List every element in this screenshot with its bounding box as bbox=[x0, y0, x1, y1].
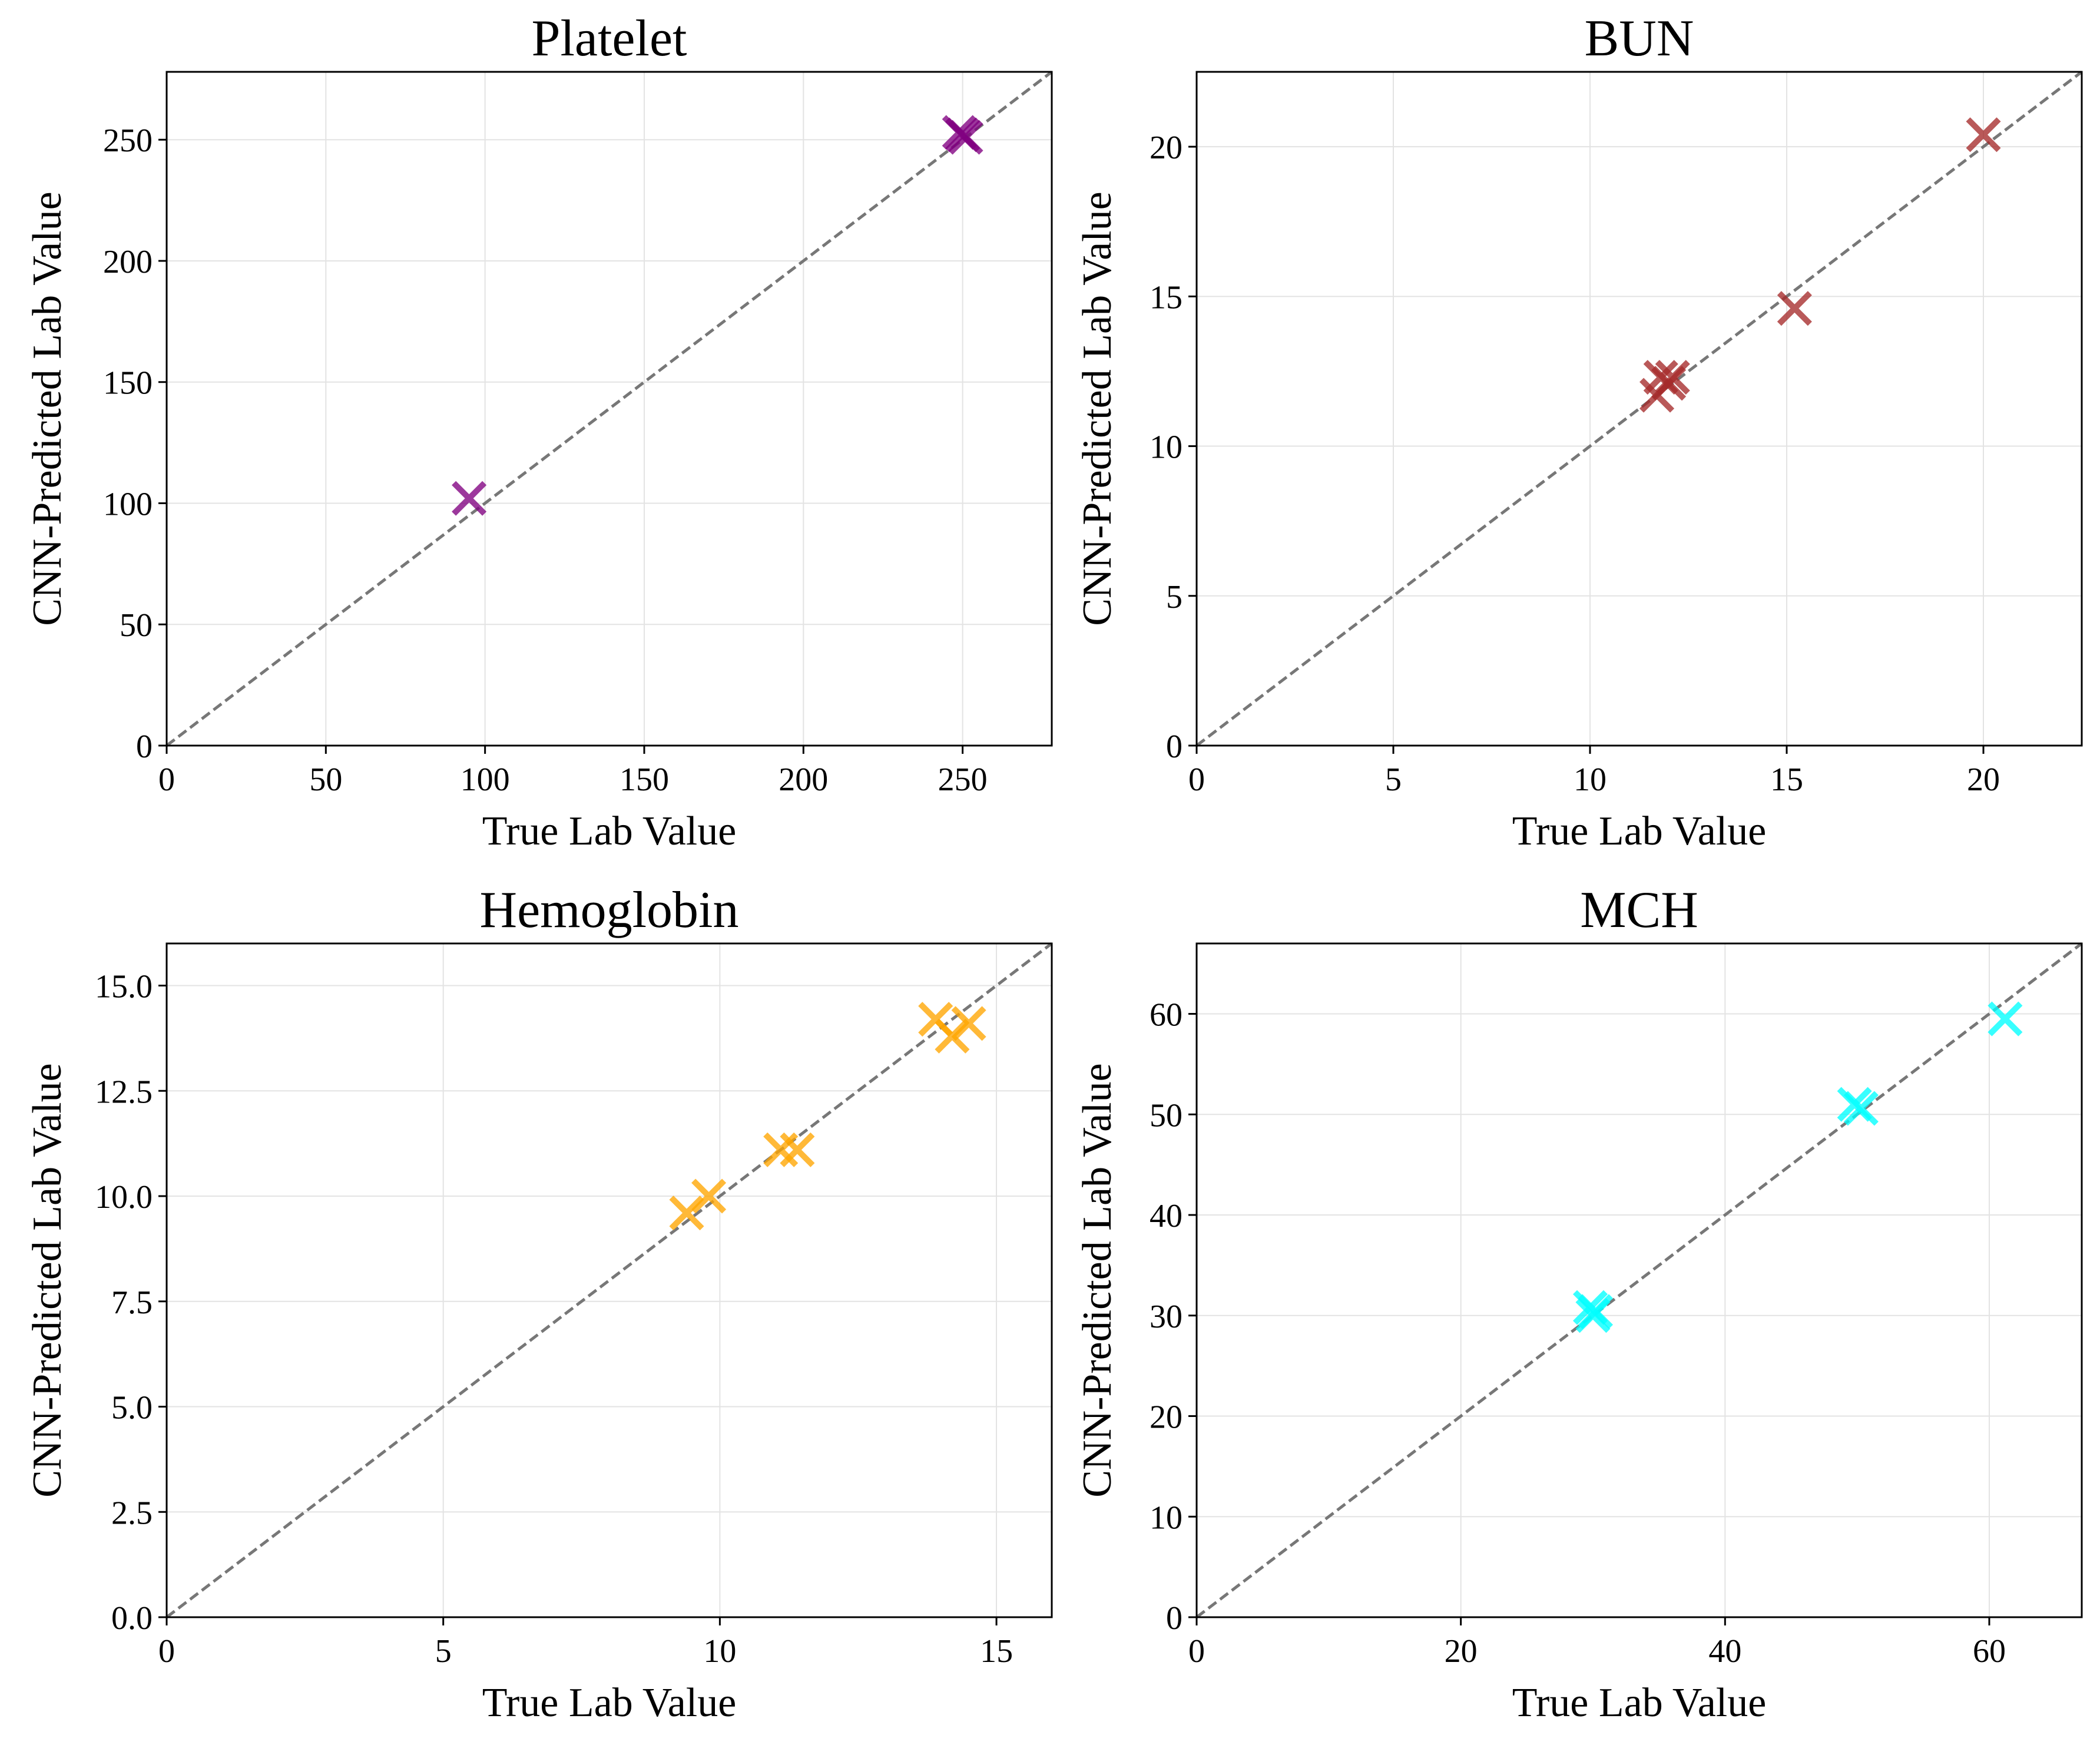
data-point-marker bbox=[763, 1132, 799, 1167]
platelet-chart-title: Platelet bbox=[532, 10, 687, 67]
axes-frame bbox=[1195, 942, 2083, 1618]
data-point-marker bbox=[691, 1178, 727, 1214]
y-tick-label: 15 bbox=[1150, 279, 1183, 316]
y-tick-label: 150 bbox=[103, 365, 153, 402]
y-tick-label: 0 bbox=[136, 729, 153, 765]
y-tick-label: 5.0 bbox=[111, 1390, 153, 1426]
x-axis-label: True Lab Value bbox=[1512, 1680, 1767, 1726]
x-axis-label: True Lab Value bbox=[482, 809, 737, 854]
data-point-marker bbox=[1655, 360, 1690, 395]
y-axis-label: CNN-Predicted Lab Value bbox=[1075, 191, 1120, 625]
x-tick-label: 5 bbox=[435, 1633, 452, 1670]
y-tick-label: 100 bbox=[103, 486, 153, 522]
y-tick-label: 10 bbox=[1150, 1499, 1183, 1536]
x-tick-label: 0 bbox=[1188, 761, 1205, 798]
y-tick-label: 7.5 bbox=[111, 1284, 153, 1321]
y-tick-label: 0 bbox=[1166, 1600, 1183, 1637]
identity-reference-line bbox=[1195, 71, 2083, 747]
y-tick-label: 10.0 bbox=[95, 1179, 153, 1216]
data-point-marker bbox=[1843, 1091, 1879, 1126]
mch-chart: 0 20 40 60 0 10 20 30 40 50 60 MCH True Lab Value CNN… bbox=[1075, 882, 2083, 1726]
x-axis-label: True Lab Value bbox=[1512, 809, 1767, 854]
x-tick-label: 250 bbox=[938, 761, 988, 798]
hemoglobin-chart-title: Hemoglobin bbox=[480, 882, 739, 939]
x-tick-label: 20 bbox=[1967, 761, 2000, 798]
y-tick-label: 10 bbox=[1150, 429, 1183, 466]
x-tick-label: 5 bbox=[1385, 761, 1402, 798]
data-point-marker bbox=[452, 481, 487, 516]
x-tick-label: 15 bbox=[980, 1633, 1013, 1670]
data-point-marker bbox=[945, 117, 981, 153]
identity-reference-line bbox=[165, 71, 1053, 747]
y-tick-label: 30 bbox=[1150, 1299, 1183, 1335]
x-tick-label: 0 bbox=[1188, 1633, 1205, 1670]
x-tick-label: 20 bbox=[1445, 1633, 1478, 1670]
axes-frame bbox=[165, 71, 1053, 747]
x-tick-label: 15 bbox=[1770, 761, 1803, 798]
y-tick-label: 0.0 bbox=[111, 1600, 153, 1637]
platelet-chart: 0 50 100 150 200 250 0 50 100 150 200 250 Platelet Tr… bbox=[25, 10, 1053, 854]
axes-frame bbox=[165, 942, 1053, 1618]
y-tick-label: 20 bbox=[1150, 1399, 1183, 1436]
mch-chart-title: MCH bbox=[1580, 882, 1698, 939]
identity-reference-line bbox=[1195, 942, 2083, 1618]
hemoglobin-chart: 0 5 10 15 0.0 2.5 5.0 7.5 10.0 12.5 15.0 Hemoglobin… bbox=[25, 882, 1053, 1726]
x-tick-label: 100 bbox=[461, 761, 510, 798]
x-tick-label: 200 bbox=[779, 761, 828, 798]
axes-frame bbox=[1195, 71, 2083, 747]
data-point-marker bbox=[1988, 1001, 2023, 1037]
y-tick-label: 200 bbox=[103, 244, 153, 280]
x-tick-label: 60 bbox=[1973, 1633, 2006, 1670]
x-tick-label: 10 bbox=[703, 1633, 736, 1670]
data-point-marker bbox=[1578, 1294, 1614, 1329]
data-point-marker bbox=[1966, 117, 2001, 153]
y-tick-label: 60 bbox=[1150, 997, 1183, 1034]
bun-chart: 0 5 10 15 20 0 5 10 15 20 BUN True Lab Value CNN-Pre… bbox=[1075, 10, 2083, 854]
y-tick-label: 0 bbox=[1166, 729, 1183, 765]
x-tick-label: 40 bbox=[1708, 1633, 1741, 1670]
y-axis-label: CNN-Predicted Lab Value bbox=[25, 191, 70, 625]
x-tick-label: 0 bbox=[158, 761, 175, 798]
y-tick-label: 20 bbox=[1150, 130, 1183, 166]
x-tick-label: 50 bbox=[309, 761, 342, 798]
y-tick-label: 5 bbox=[1166, 579, 1183, 615]
x-axis-label: True Lab Value bbox=[482, 1680, 737, 1726]
y-tick-label: 40 bbox=[1150, 1198, 1183, 1234]
y-axis-label: CNN-Predicted Lab Value bbox=[1075, 1063, 1120, 1497]
x-tick-label: 150 bbox=[620, 761, 669, 798]
data-point-marker bbox=[1777, 291, 1812, 326]
y-axis-label: CNN-Predicted Lab Value bbox=[25, 1063, 70, 1497]
data-point-marker bbox=[669, 1196, 704, 1231]
y-tick-label: 50 bbox=[1150, 1097, 1183, 1134]
x-tick-label: 10 bbox=[1574, 761, 1607, 798]
y-tick-label: 12.5 bbox=[95, 1074, 153, 1110]
x-tick-label: 0 bbox=[158, 1633, 175, 1670]
bun-chart-title: BUN bbox=[1585, 10, 1694, 67]
y-tick-label: 2.5 bbox=[111, 1495, 153, 1531]
y-tick-label: 15.0 bbox=[95, 969, 153, 1005]
data-point-marker bbox=[951, 1006, 986, 1041]
y-tick-label: 50 bbox=[120, 607, 153, 644]
y-tick-label: 250 bbox=[103, 122, 153, 159]
data-point-marker bbox=[780, 1132, 815, 1167]
identity-reference-line bbox=[165, 942, 1053, 1618]
